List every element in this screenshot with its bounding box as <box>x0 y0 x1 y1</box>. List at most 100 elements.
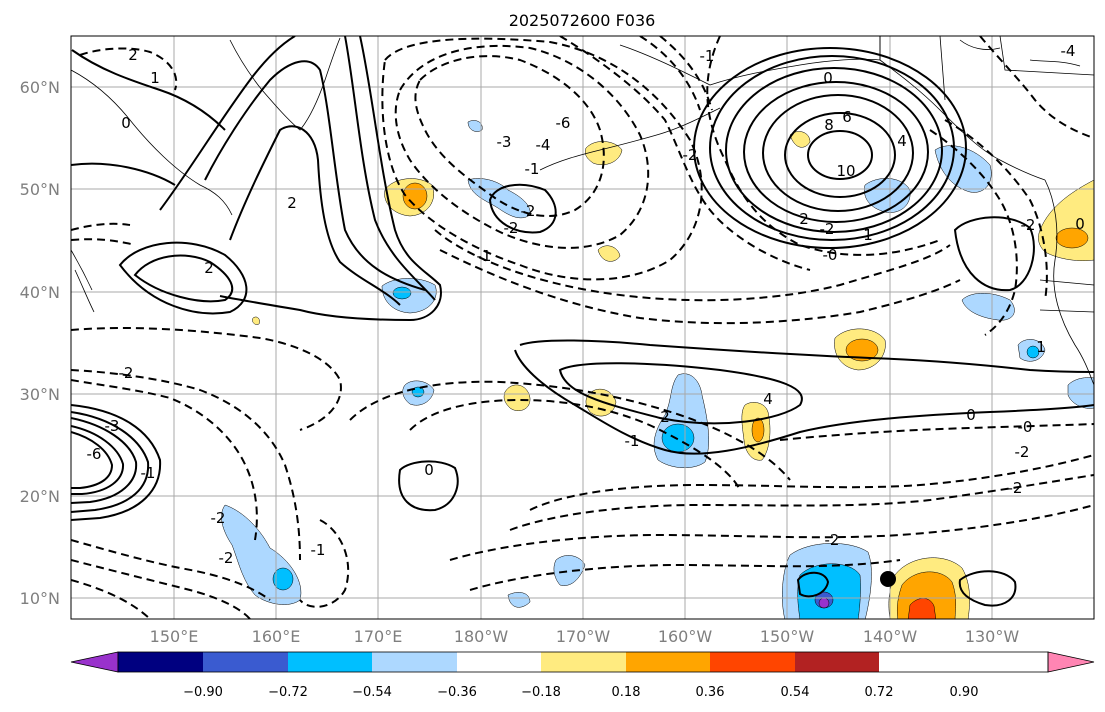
contour-line-dashed <box>509 474 1094 531</box>
contour-line <box>398 460 459 512</box>
contour-label: -0 <box>823 246 838 264</box>
contour-high <box>807 130 873 180</box>
contour-line-dashed <box>71 559 251 619</box>
shade-blob <box>751 417 765 443</box>
contour-label: 0 <box>1075 215 1085 233</box>
contour-label: -1 <box>625 432 640 450</box>
colorbar-label: 0.72 <box>865 685 894 700</box>
contour-line-dashed <box>71 222 136 246</box>
colorbar-label: 0.54 <box>781 685 810 700</box>
contour-label: 2 <box>660 408 670 426</box>
lat-label: 20°N <box>20 487 60 506</box>
contour-label: -1 <box>525 160 540 178</box>
shade-blob <box>553 555 586 586</box>
shade-blob <box>392 286 412 300</box>
contour-label: 2 <box>204 259 214 277</box>
contour-label: -2 <box>683 146 698 164</box>
contour-label: 1 <box>150 69 160 87</box>
figure-title: 2025072600 F036 <box>509 11 656 30</box>
shade-blob <box>1055 227 1089 249</box>
longitude-labels: 150°E 160°E 170°E 180°W 170°W 160°W 150°… <box>150 627 1020 646</box>
shade-blob <box>272 567 294 591</box>
contour-line <box>71 411 150 513</box>
contour-label: -2 <box>1008 479 1023 497</box>
map-panel: 2 1 0 -2 -3 -6 2 2 -1 -2 -2 -1 -4 -3 -6 … <box>70 35 1095 620</box>
contour-label: -4 <box>1061 42 1076 60</box>
contour-label: -2 <box>825 531 840 549</box>
contour-label: 0 <box>966 406 976 424</box>
shade-blob <box>402 182 428 210</box>
colorbar-swatch <box>203 652 288 672</box>
shade-blob <box>597 245 621 262</box>
contour-label: 4 <box>763 390 773 408</box>
contour-label: -6 <box>87 445 102 463</box>
shade-blob <box>252 316 260 325</box>
coastline-aleutians <box>539 107 721 171</box>
contour-line-dashed <box>529 454 1094 511</box>
contour-line-dashed <box>71 327 342 431</box>
contours-dashed <box>71 36 1094 619</box>
contour-label: 1 <box>863 226 873 244</box>
shade-blob <box>1026 345 1040 359</box>
lat-label: 60°N <box>20 78 60 97</box>
coastline-kamchatka <box>71 69 233 216</box>
contour-label: 6 <box>842 108 852 126</box>
contour-line-dashed <box>706 36 941 256</box>
contour-label: -2 <box>820 220 835 238</box>
contour-label: -1 <box>311 541 326 559</box>
contour-high <box>725 67 943 233</box>
contour-line-dashed <box>299 519 350 608</box>
shade-blob <box>789 131 811 148</box>
contour-label: 2 <box>287 194 297 212</box>
colorbar-swatch <box>457 652 541 672</box>
shade-blob <box>1067 377 1094 409</box>
contour-line-dashed <box>409 398 741 491</box>
contour-line <box>958 570 1017 607</box>
colorbar-swatch <box>118 652 203 672</box>
contour-labels: 2 1 0 -2 -3 -6 2 2 -1 -2 -2 -1 -4 -3 -6 … <box>87 42 1085 567</box>
colorbar-extend-left <box>70 651 119 673</box>
shade-blob <box>818 597 830 609</box>
contour-label: -3 <box>105 417 120 435</box>
lat-label: 30°N <box>20 385 60 404</box>
coastline-alaska <box>619 36 881 86</box>
contour-line-dashed <box>439 249 961 325</box>
map-frame <box>70 35 1095 620</box>
lon-label: 140°W <box>863 627 918 646</box>
contour-line-dashed <box>381 37 703 281</box>
contour-label: -1 <box>141 464 156 482</box>
contour-label: 2 <box>128 46 138 64</box>
contour-label: 0 <box>121 114 131 132</box>
contour-line <box>71 425 125 495</box>
contour-label: 1 <box>1036 338 1046 356</box>
contour-line <box>519 339 1094 373</box>
contour-line-dashed <box>71 579 151 619</box>
contour-high <box>743 81 929 223</box>
shade-blob <box>845 338 879 362</box>
lon-label: 150°W <box>760 627 815 646</box>
shade-blob <box>661 423 695 453</box>
contour-line <box>558 362 803 425</box>
contour-label: -4 <box>536 136 551 154</box>
contour-line <box>71 417 138 504</box>
contour-label: -2 <box>219 549 234 567</box>
contour-label: -2 <box>1021 216 1036 234</box>
contour-line-dashed <box>979 36 1094 139</box>
colorbar-swatch <box>795 652 879 672</box>
contour-line <box>953 216 1035 292</box>
contour-line <box>71 431 114 489</box>
contour-line <box>71 49 226 186</box>
coastline-alaska-gulf <box>879 59 1046 181</box>
colorbar-swatch <box>372 652 457 672</box>
contour-line <box>219 36 442 322</box>
colorbar-label: −0.90 <box>183 685 223 700</box>
lon-label: 160°E <box>252 627 301 646</box>
contour-line <box>204 60 426 291</box>
contour-line <box>229 125 401 306</box>
colorbar-label: 0.18 <box>612 685 641 700</box>
contour-line-dashed <box>449 504 1094 561</box>
shade-blob <box>503 384 531 411</box>
colorbar-label: −0.18 <box>521 685 561 700</box>
lat-label: 50°N <box>20 180 60 199</box>
latitude-labels: 60°N 50°N 40°N 30°N 20°N 10°N <box>20 78 60 608</box>
